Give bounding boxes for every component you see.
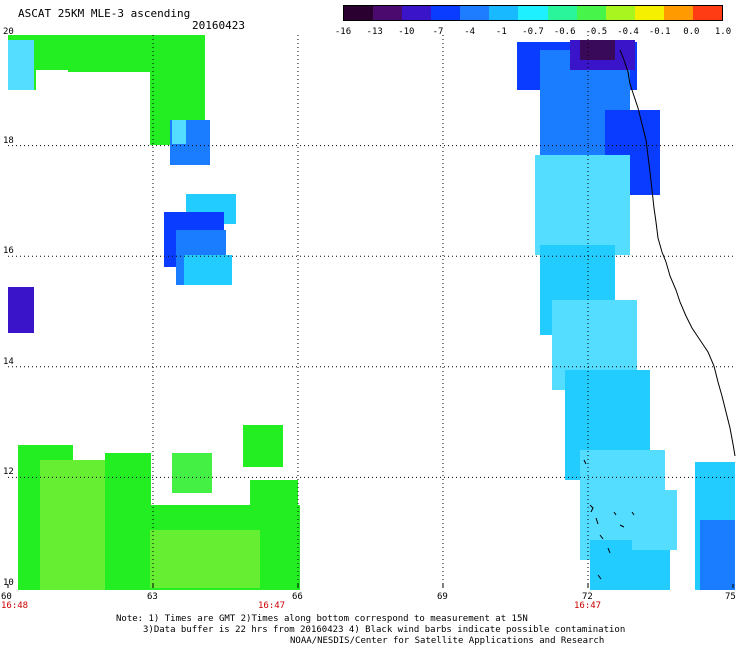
- wind-swath-block: [632, 490, 677, 550]
- map-frame: [7, 584, 734, 588]
- wind-swath-block: [535, 155, 630, 255]
- color-scale-segment: [576, 6, 606, 20]
- chart-date: 20160423: [192, 19, 245, 32]
- wind-swath-block: [580, 40, 615, 60]
- color-scale-segment: [489, 6, 519, 20]
- x-axis-label: 69: [437, 592, 448, 602]
- color-scale-label: -0.1: [648, 27, 671, 37]
- map-grid: [8, 35, 733, 588]
- coastline-islands: [583, 459, 635, 580]
- wind-swath-block: [700, 520, 735, 590]
- y-axis-label: 10: [3, 578, 14, 588]
- color-scale-label: -0.5: [585, 27, 608, 37]
- y-axis-label: 20: [3, 27, 14, 37]
- color-scale-segment: [518, 6, 548, 20]
- wind-swaths: [8, 35, 735, 590]
- x-axis-label: 75: [725, 592, 736, 602]
- color-scale-bar: [343, 5, 723, 21]
- color-scale-label: -10: [398, 27, 415, 37]
- color-scale-label: -13: [366, 27, 383, 37]
- coastline: [619, 49, 736, 457]
- wind-swath-block: [105, 453, 151, 590]
- color-scale-label: -0.4: [617, 27, 639, 37]
- color-scale-segment: [605, 6, 635, 20]
- y-axis-label: 12: [3, 467, 14, 478]
- x-axis-label: 60: [1, 592, 12, 602]
- color-scale-segment: [373, 6, 403, 20]
- y-axis-label: 14: [3, 356, 14, 367]
- color-scale-segment: [344, 6, 374, 20]
- time-label: 16:47: [258, 601, 286, 611]
- wind-swath-block: [243, 425, 283, 467]
- color-scale-segment: [634, 6, 664, 20]
- x-axis-label: 66: [292, 592, 303, 602]
- color-scale-segment: [663, 6, 693, 20]
- x-axis-label: 63: [147, 592, 158, 602]
- color-scale-label: -0.6: [553, 27, 576, 37]
- wind-swath-block: [8, 40, 34, 90]
- y-axis-label: 18: [3, 135, 14, 146]
- wind-swath-block: [8, 287, 34, 333]
- color-scale-label: 1.0: [714, 27, 732, 37]
- wind-swath-block: [68, 50, 158, 72]
- color-scale-segment: [402, 6, 432, 20]
- time-label: 16:47: [574, 601, 602, 611]
- note-line-2: 3)Data buffer is 22 hrs from 20160423 4)…: [143, 625, 626, 635]
- wind-swath-block: [184, 255, 232, 285]
- color-scale-segment: [547, 6, 577, 20]
- wind-swath-block: [172, 453, 212, 493]
- color-scale-label: -0.7: [522, 27, 544, 37]
- color-scale-segment: [431, 6, 461, 20]
- color-scale-label: -16: [334, 27, 352, 37]
- color-scale-labels: -16 -13 -10 -7 -4 -1 -0.7 -0.6 -0.5 -0.4 -0.1 0.0 1.…: [335, 27, 731, 39]
- color-scale-label: -1: [495, 27, 507, 37]
- note-line-3: NOAA/NESDIS/Center for Satellite Applica…: [290, 636, 605, 646]
- wind-swath-block: [150, 530, 260, 588]
- wind-swath-block: [172, 120, 186, 144]
- color-scale-label: 0.0: [683, 27, 700, 37]
- y-axis-label: 16: [3, 246, 14, 257]
- color-scale-segment: [460, 6, 490, 20]
- color-scale-label: -7: [432, 27, 444, 37]
- note-line-1: Note: 1) Times are GMT 2)Times along bot…: [116, 614, 528, 624]
- color-scale-segment: [692, 6, 723, 20]
- x-axis-label: 72: [582, 592, 593, 602]
- chart-title: ASCAT 25KM MLE-3 ascending: [18, 7, 191, 20]
- time-label: 16:48: [1, 601, 29, 611]
- color-scale-label: -4: [464, 27, 476, 37]
